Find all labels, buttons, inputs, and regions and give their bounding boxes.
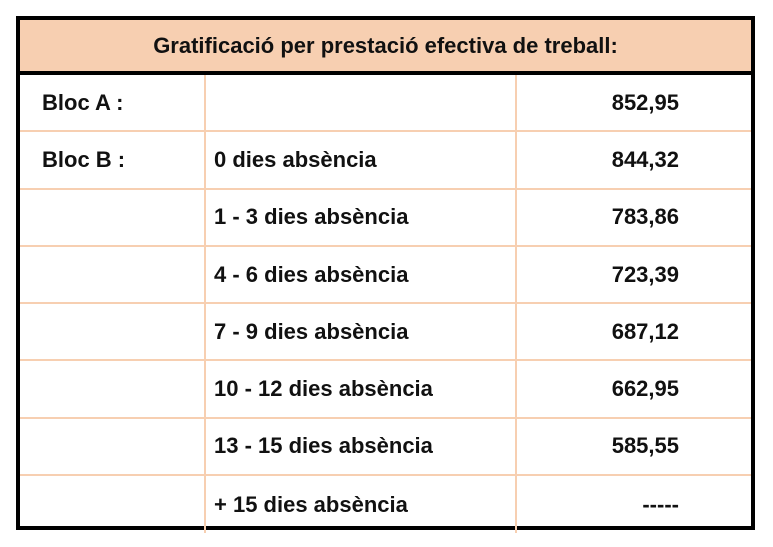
condition-cell: + 15 dies absència [206,476,517,534]
block-cell [20,246,206,303]
amount-cell: 844,32 [611,146,679,172]
amount-cell: 662,95 [611,376,679,402]
amount-cell: 585,55 [611,433,679,459]
condition-cell: 4 - 6 dies absència [206,246,517,303]
table-body: Bloc A : 852,95 Bloc B : 0 dies absència… [20,75,751,534]
condition-cell: 0 dies absència [206,132,517,188]
block-cell [20,189,206,245]
condition-cell: 7 - 9 dies absència [206,304,517,360]
condition-cell: 13 - 15 dies absència [206,418,517,475]
table-row: Bloc A : 852,95 [20,75,751,133]
table-row: 10 - 12 dies absència 662,95 [20,361,751,419]
condition-cell [206,75,517,131]
table-row: 13 - 15 dies absència 585,55 [20,418,751,477]
table-row: 7 - 9 dies absència 687,12 [20,304,751,362]
table-row: 4 - 6 dies absència 723,39 [20,246,751,305]
block-cell [20,304,206,360]
amount-cell: 783,86 [611,204,679,230]
condition-cell: 10 - 12 dies absència [206,361,517,417]
block-cell: Bloc A : [20,75,206,131]
table-row: 1 - 3 dies absència 783,86 [20,189,751,247]
table-row: + 15 dies absència ----- [20,476,751,534]
condition-cell: 1 - 3 dies absència [206,189,517,245]
block-cell [20,361,206,417]
block-cell [20,418,206,475]
gratification-table: Gratificació per prestació efectiva de t… [16,16,755,534]
block-cell: Bloc B : [20,132,206,188]
table-title: Gratificació per prestació efectiva de t… [20,20,751,75]
table-row: Bloc B : 0 dies absència 844,32 [20,132,751,190]
amount-cell: 687,12 [611,318,679,344]
block-cell [20,476,206,534]
amount-cell: ----- [642,491,679,517]
amount-cell: 852,95 [611,89,679,115]
amount-cell: 723,39 [611,261,679,287]
